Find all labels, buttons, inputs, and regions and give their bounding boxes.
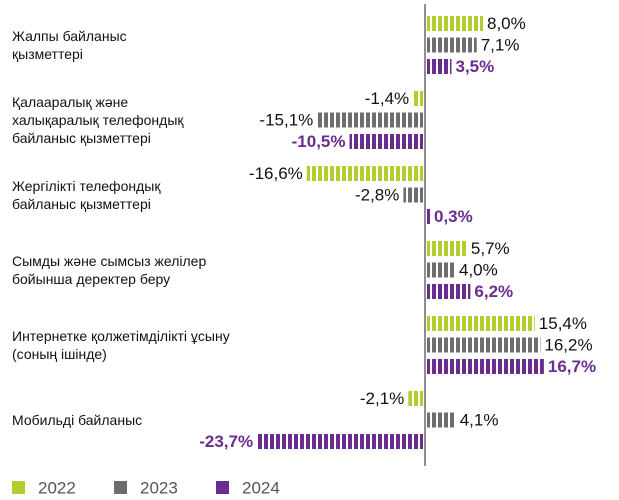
category-label: Мобильді байланыс (12, 412, 143, 428)
legend-label: 2022 (38, 478, 76, 497)
value-label: 5,7% (471, 239, 510, 258)
legend-label: 2023 (140, 478, 178, 497)
value-label: -2,1% (360, 389, 404, 408)
value-label: 16,7% (548, 357, 596, 376)
bar (408, 391, 423, 406)
bar (427, 284, 471, 299)
bar (306, 166, 423, 181)
value-label: 15,4% (539, 314, 587, 333)
bar (427, 262, 455, 278)
category-label: Сымды және сымсыз желілер бойынша дерект… (12, 253, 207, 287)
value-label: -1,4% (365, 89, 409, 108)
legend-swatch (216, 481, 229, 494)
value-label: 6,2% (474, 282, 513, 301)
bar (427, 337, 541, 353)
value-label: -23,7% (199, 432, 253, 451)
bar (317, 112, 423, 128)
bar (427, 316, 535, 331)
value-label: 7,1% (481, 35, 520, 54)
category-label: Жергілікті телефондық байланыс қызметтер… (12, 178, 161, 212)
bar (349, 134, 423, 149)
value-label: -15,1% (259, 110, 313, 129)
bar (427, 241, 467, 256)
value-label: -10,5% (292, 132, 346, 151)
value-label: 0,3% (434, 207, 473, 226)
value-label: 3,5% (456, 57, 495, 76)
bar (257, 434, 423, 449)
value-label: 4,0% (459, 260, 498, 279)
bar (427, 16, 483, 31)
value-label: -16,6% (249, 164, 303, 183)
legend-label: 2024 (242, 478, 280, 497)
category-label: Қалааралық және халықаралық телефондық б… (12, 94, 184, 146)
bar (427, 37, 477, 53)
bar (427, 59, 452, 74)
category-label: Интернетке қолжетімділікті ұсыну (соның … (12, 328, 230, 362)
bar (413, 91, 423, 106)
bar (427, 412, 456, 428)
legend-swatch (114, 481, 127, 494)
category-label: Жалпы байланыс қызметтері (12, 28, 127, 62)
legend-swatch (12, 481, 25, 494)
bar (403, 187, 423, 203)
value-label: 16,2% (544, 335, 592, 354)
bar (427, 209, 430, 224)
bar (427, 359, 544, 374)
value-label: 4,1% (460, 410, 499, 429)
value-label: -2,8% (355, 185, 399, 204)
value-label: 8,0% (487, 14, 526, 33)
